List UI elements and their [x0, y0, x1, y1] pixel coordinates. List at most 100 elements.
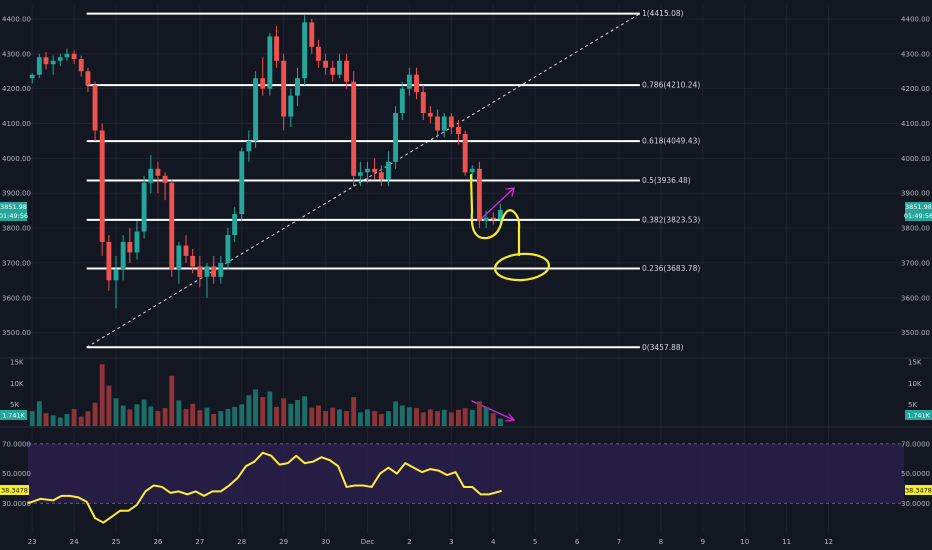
volume-bar — [57, 417, 63, 426]
candle-body — [336, 60, 342, 75]
price-pane[interactable]: 1(4415.08) 0.786(4210.24) 0.618(4049.43) 0.… — [29, 9, 701, 422]
volume-bar — [323, 411, 329, 426]
time-tick-label: 3 — [449, 538, 453, 546]
volume-bar — [414, 408, 419, 426]
rsi-tick-label: 30.0000 — [2, 500, 31, 508]
volume-bar — [295, 400, 300, 426]
volume-bar — [169, 375, 175, 426]
price-tick-label: 4300.00 — [2, 50, 31, 58]
candle-body — [378, 172, 384, 180]
time-tick-label: 2 — [407, 538, 411, 546]
time-tick-label: 12 — [824, 538, 833, 546]
volume-bar — [399, 405, 405, 426]
volume-bar — [483, 407, 489, 426]
volume-bar — [148, 406, 154, 426]
price-tick-label: 3600.00 — [901, 294, 930, 302]
volume-bar — [190, 403, 196, 426]
volume-bar — [99, 364, 105, 426]
candle-body — [420, 92, 426, 114]
price-tick-label: 4000.00 — [2, 155, 31, 163]
rsi-series — [27, 451, 502, 524]
volume-tag-left-value: 1.741K — [2, 412, 26, 420]
volume-bar — [211, 414, 217, 426]
volume-bar — [372, 411, 378, 426]
volume-bar — [441, 409, 447, 426]
candle-body — [134, 231, 140, 253]
price-tick-label: 4000.00 — [901, 155, 930, 163]
price-tick-label: 3700.00 — [2, 259, 31, 267]
volume-bar — [29, 411, 35, 426]
volume-tag-right-value: 1.741K — [907, 412, 931, 420]
candle-body — [71, 53, 77, 60]
volume-bar — [288, 403, 294, 426]
right-price-axis[interactable]: 4400.00 4300.00 4200.00 4100.00 4000.00 3900.… — [901, 15, 930, 507]
countdown-tag-left: 01:49:56 — [0, 212, 28, 220]
candle-body — [127, 241, 133, 253]
rsi-tick-label: 30.0000 — [901, 500, 930, 508]
price-tick-label: 3900.00 — [2, 190, 31, 198]
time-axis[interactable]: 23 24 25 26 27 28 29 30 Dec 2 3 4 5 6 7 8 9 10 11 12 — [28, 538, 833, 546]
candle-body — [427, 113, 433, 117]
candle-body — [302, 22, 308, 79]
candle-body — [78, 59, 84, 72]
fib-levels[interactable]: 1(4415.08) 0.786(4210.24) 0.618(4049.43) 0.… — [86, 9, 701, 352]
candle-body — [50, 60, 56, 65]
rsi-tag-right-value: 38.3478 — [905, 487, 932, 495]
price-tag-left-value: 3851.98 — [0, 203, 27, 211]
candle-body — [197, 266, 203, 277]
rsi-pane[interactable] — [27, 443, 904, 524]
volume-pane[interactable] — [29, 364, 503, 426]
volume-bar — [344, 411, 349, 426]
candle-body — [281, 60, 287, 117]
yellow-target-circle[interactable] — [493, 252, 551, 282]
candle-body — [386, 161, 391, 180]
volume-bar — [64, 414, 70, 426]
candle-body — [357, 172, 363, 176]
time-tick-label: 23 — [28, 538, 37, 546]
candle-body — [448, 116, 454, 127]
volume-bar — [120, 405, 126, 426]
price-tick-label: 3500.00 — [901, 329, 930, 337]
time-tick-label: 25 — [112, 538, 121, 546]
candle-body — [148, 168, 154, 183]
candle-body — [316, 46, 321, 61]
time-tick-label: 28 — [237, 538, 246, 546]
volume-bar — [351, 397, 357, 426]
fib-level-label: 1(4415.08) — [642, 9, 684, 18]
volume-bar — [462, 408, 468, 426]
time-tick-label: 9 — [701, 538, 705, 546]
volume-bar — [113, 398, 119, 426]
candle-body — [162, 175, 168, 183]
candle-body — [476, 168, 482, 222]
rsi-tag-right: 38.3478 — [905, 485, 932, 495]
candles — [29, 15, 503, 309]
volume-tag-left: 1.741K — [0, 410, 27, 420]
volume-bar — [183, 408, 189, 426]
magenta-arrow-up[interactable] — [481, 187, 515, 219]
candle-body — [344, 60, 349, 82]
candle-body — [232, 214, 238, 236]
fib-level-label: 0.786(4210.24) — [642, 81, 700, 90]
candle-body — [239, 151, 245, 215]
candle-body — [120, 241, 126, 270]
volume-tick-label: 5K — [10, 401, 19, 409]
rsi-tick-label: 50.0000 — [2, 470, 31, 478]
volume-bar — [85, 411, 91, 426]
yellow-wave-annotation[interactable] — [469, 173, 521, 257]
price-tick-label: 3800.00 — [901, 225, 930, 233]
rsi-tag-left: 38.3478 — [0, 485, 29, 495]
volume-bar — [302, 396, 308, 426]
price-tick-label: 3900.00 — [901, 190, 930, 198]
rsi-tag-left-value: 38.3478 — [1, 487, 28, 495]
volume-bar — [43, 413, 49, 426]
candle-body — [365, 168, 370, 173]
time-tick-label: 26 — [153, 538, 162, 546]
left-price-axis[interactable]: 4400.00 4300.00 4200.00 4100.00 4000.00 3900.… — [2, 15, 31, 507]
volume-bar — [330, 407, 336, 426]
candle-body — [483, 217, 489, 222]
time-tick-label: 11 — [782, 538, 791, 546]
volume-bar — [71, 408, 77, 426]
volume-bar — [420, 412, 426, 426]
price-tick-label: 3700.00 — [901, 259, 930, 267]
